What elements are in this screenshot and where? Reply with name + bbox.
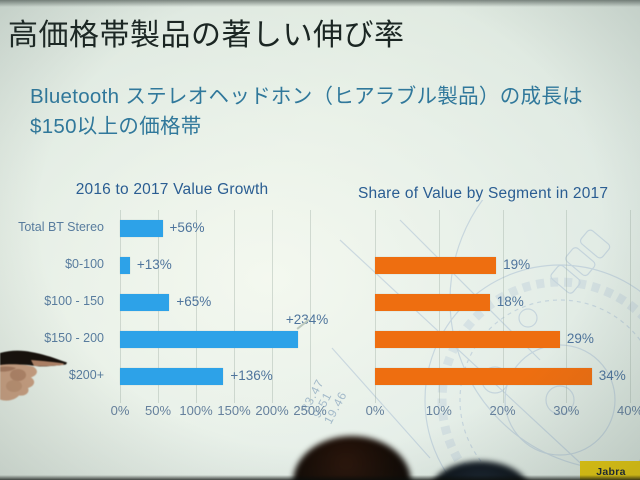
x-axis-tick-label: 50% — [144, 403, 172, 418]
gridline — [566, 210, 568, 403]
category-label: $0-100 — [65, 256, 104, 271]
bar-value-label: +136% — [230, 367, 273, 383]
bar — [375, 368, 592, 385]
category-label: $200+ — [68, 367, 104, 382]
pointing-hand-silhouette — [0, 350, 67, 401]
bar-value-label: 29% — [566, 330, 594, 346]
gridline — [502, 210, 504, 403]
subtitle-line-2: $150以上の価格帯 — [30, 115, 202, 138]
gridline — [630, 210, 631, 403]
x-axis-tick-label: 30% — [553, 403, 580, 418]
bar — [120, 368, 224, 385]
subtitle-line-1: Bluetooth ステレオヘッドホン（ヒアラブル製品）の成長は — [30, 85, 583, 108]
photo-top-edge — [0, 0, 640, 7]
bar-value-label: 18% — [496, 293, 524, 309]
category-label: $150 - 200 — [44, 330, 104, 345]
right-chart-title: Share of Value by Segment in 2017 — [358, 185, 609, 202]
bar-value-label: +65% — [176, 293, 212, 309]
gridline — [310, 210, 311, 403]
category-label: Total BT Stereo — [18, 219, 104, 234]
bar-value-label: +13% — [136, 256, 172, 272]
x-axis-tick-label: 40% — [616, 403, 640, 418]
bar — [120, 220, 163, 237]
photo-bottom-edge — [0, 475, 640, 480]
bar — [120, 331, 298, 348]
gridline — [272, 210, 273, 403]
x-axis-tick-label: 100% — [179, 403, 213, 418]
x-axis-tick-label: 0% — [365, 403, 385, 418]
page-title: 高価格帯製品の著しい伸び率 — [8, 19, 405, 52]
bar — [375, 331, 560, 348]
bar-value-label: +56% — [169, 219, 205, 235]
bar-value-label: 19% — [503, 256, 531, 272]
bar-value-label: 34% — [598, 367, 626, 383]
x-axis-tick-label: 250% — [293, 403, 327, 418]
bar — [375, 294, 490, 311]
x-axis-tick-label: 10% — [425, 403, 452, 418]
gridline — [234, 210, 235, 403]
category-label: $100 - 150 — [44, 293, 104, 308]
x-axis-tick-label: 20% — [489, 403, 516, 418]
x-axis-tick-label: 200% — [255, 403, 289, 418]
x-axis-tick-label: 150% — [217, 403, 251, 418]
bar — [120, 294, 170, 311]
bar — [120, 257, 130, 274]
x-axis-tick-label: 0% — [110, 403, 130, 418]
bar — [375, 257, 497, 274]
gridline — [196, 210, 197, 403]
left-chart-title: 2016 to 2017 Value Growth — [75, 181, 269, 198]
